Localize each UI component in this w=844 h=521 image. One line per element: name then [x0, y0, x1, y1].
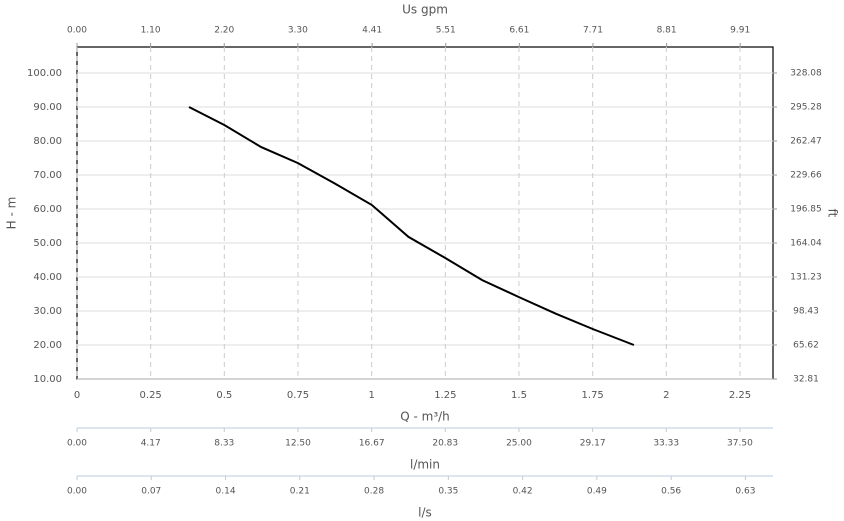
- y-tick-label: 30.00: [33, 306, 62, 317]
- extra-tick-label: 0.07: [141, 487, 161, 497]
- extra-tick-label: 0.21: [290, 487, 310, 497]
- y2-tick-label: 131.23: [790, 273, 822, 283]
- extra-axis-title: l/min: [410, 458, 440, 472]
- top-tick-label: 2.20: [214, 26, 234, 36]
- top-tick-label: 3.30: [288, 26, 308, 36]
- top-tick-label: 5.51: [436, 26, 456, 36]
- extra-tick-label: 20.83: [432, 439, 458, 449]
- y-tick-label: 70.00: [33, 170, 62, 181]
- extra-tick-label: 25.00: [506, 439, 532, 449]
- x-tick-label: 2.25: [729, 390, 751, 401]
- y2-tick-label: 196.85: [790, 205, 822, 215]
- extra-tick-label: 0.14: [216, 487, 236, 497]
- top-axis-title: Us gpm: [402, 3, 448, 17]
- extra-tick-label: 0.42: [513, 487, 533, 497]
- y2-axis-title: ft: [826, 209, 840, 218]
- x-tick-label: 1.25: [434, 390, 456, 401]
- y2-tick-label: 98.43: [793, 306, 819, 316]
- extra-tick-label: 0.63: [735, 487, 755, 497]
- x-axis-title: Q - m³/h: [400, 410, 450, 424]
- extra-tick-label: 33.33: [653, 439, 679, 449]
- extra-axis-title: l/s: [418, 506, 432, 520]
- extra-tick-label: 4.17: [141, 439, 161, 449]
- y2-tick-label: 295.28: [790, 103, 822, 113]
- x-tick-label: 0.25: [140, 390, 162, 401]
- top-tick-label: 0.00: [67, 26, 87, 36]
- top-tick-label: 8.81: [657, 26, 677, 36]
- y2-tick-label: 65.62: [793, 340, 819, 350]
- y-tick-label: 100.00: [27, 68, 62, 79]
- y2-tick-label: 164.04: [790, 239, 822, 249]
- y-tick-label: 50.00: [33, 238, 62, 249]
- extra-tick-label: 0.00: [67, 487, 87, 497]
- y-tick-label: 10.00: [33, 374, 62, 385]
- extra-tick-label: 29.17: [580, 439, 606, 449]
- y-tick-label: 20.00: [33, 340, 62, 351]
- y2-tick-label: 328.08: [790, 69, 822, 79]
- top-tick-label: 9.91: [730, 26, 750, 36]
- extra-tick-label: 0.49: [587, 487, 607, 497]
- extra-tick-label: 37.50: [727, 439, 753, 449]
- extra-tick-label: 0.35: [438, 487, 458, 497]
- extra-tick-label: 12.50: [285, 439, 311, 449]
- extra-tick-label: 16.67: [359, 439, 385, 449]
- top-tick-label: 6.61: [509, 26, 529, 36]
- x-tick-label: 1.75: [582, 390, 604, 401]
- plot-frame: [76, 46, 774, 380]
- x-tick-label: 0: [74, 390, 80, 401]
- x-tick-label: 1: [368, 390, 374, 401]
- top-tick-label: 4.41: [362, 26, 382, 36]
- y-tick-label: 80.00: [33, 136, 62, 147]
- extra-tick-label: 0.56: [661, 487, 681, 497]
- top-tick-label: 1.10: [141, 26, 161, 36]
- x-tick-label: 0.5: [216, 390, 232, 401]
- y-axis-title: H - m: [5, 197, 19, 230]
- y-tick-label: 90.00: [33, 102, 62, 113]
- extra-tick-label: 8.33: [214, 439, 234, 449]
- y2-tick-label: 229.66: [790, 171, 822, 181]
- y2-tick-label: 32.81: [793, 375, 819, 385]
- y-tick-label: 60.00: [33, 204, 62, 215]
- extra-tick-label: 0.28: [364, 487, 384, 497]
- y2-tick-label: 262.47: [790, 137, 822, 147]
- top-tick-label: 7.71: [583, 26, 603, 36]
- x-tick-label: 0.75: [287, 390, 309, 401]
- curve: [188, 106, 635, 346]
- extra-tick-label: 0.00: [67, 439, 87, 449]
- x-tick-label: 1.5: [511, 390, 527, 401]
- y-tick-label: 40.00: [33, 272, 62, 283]
- x-tick-label: 2: [663, 390, 669, 401]
